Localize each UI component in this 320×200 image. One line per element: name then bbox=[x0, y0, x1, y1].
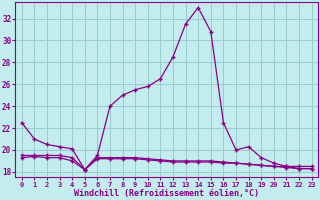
X-axis label: Windchill (Refroidissement éolien,°C): Windchill (Refroidissement éolien,°C) bbox=[74, 189, 259, 198]
